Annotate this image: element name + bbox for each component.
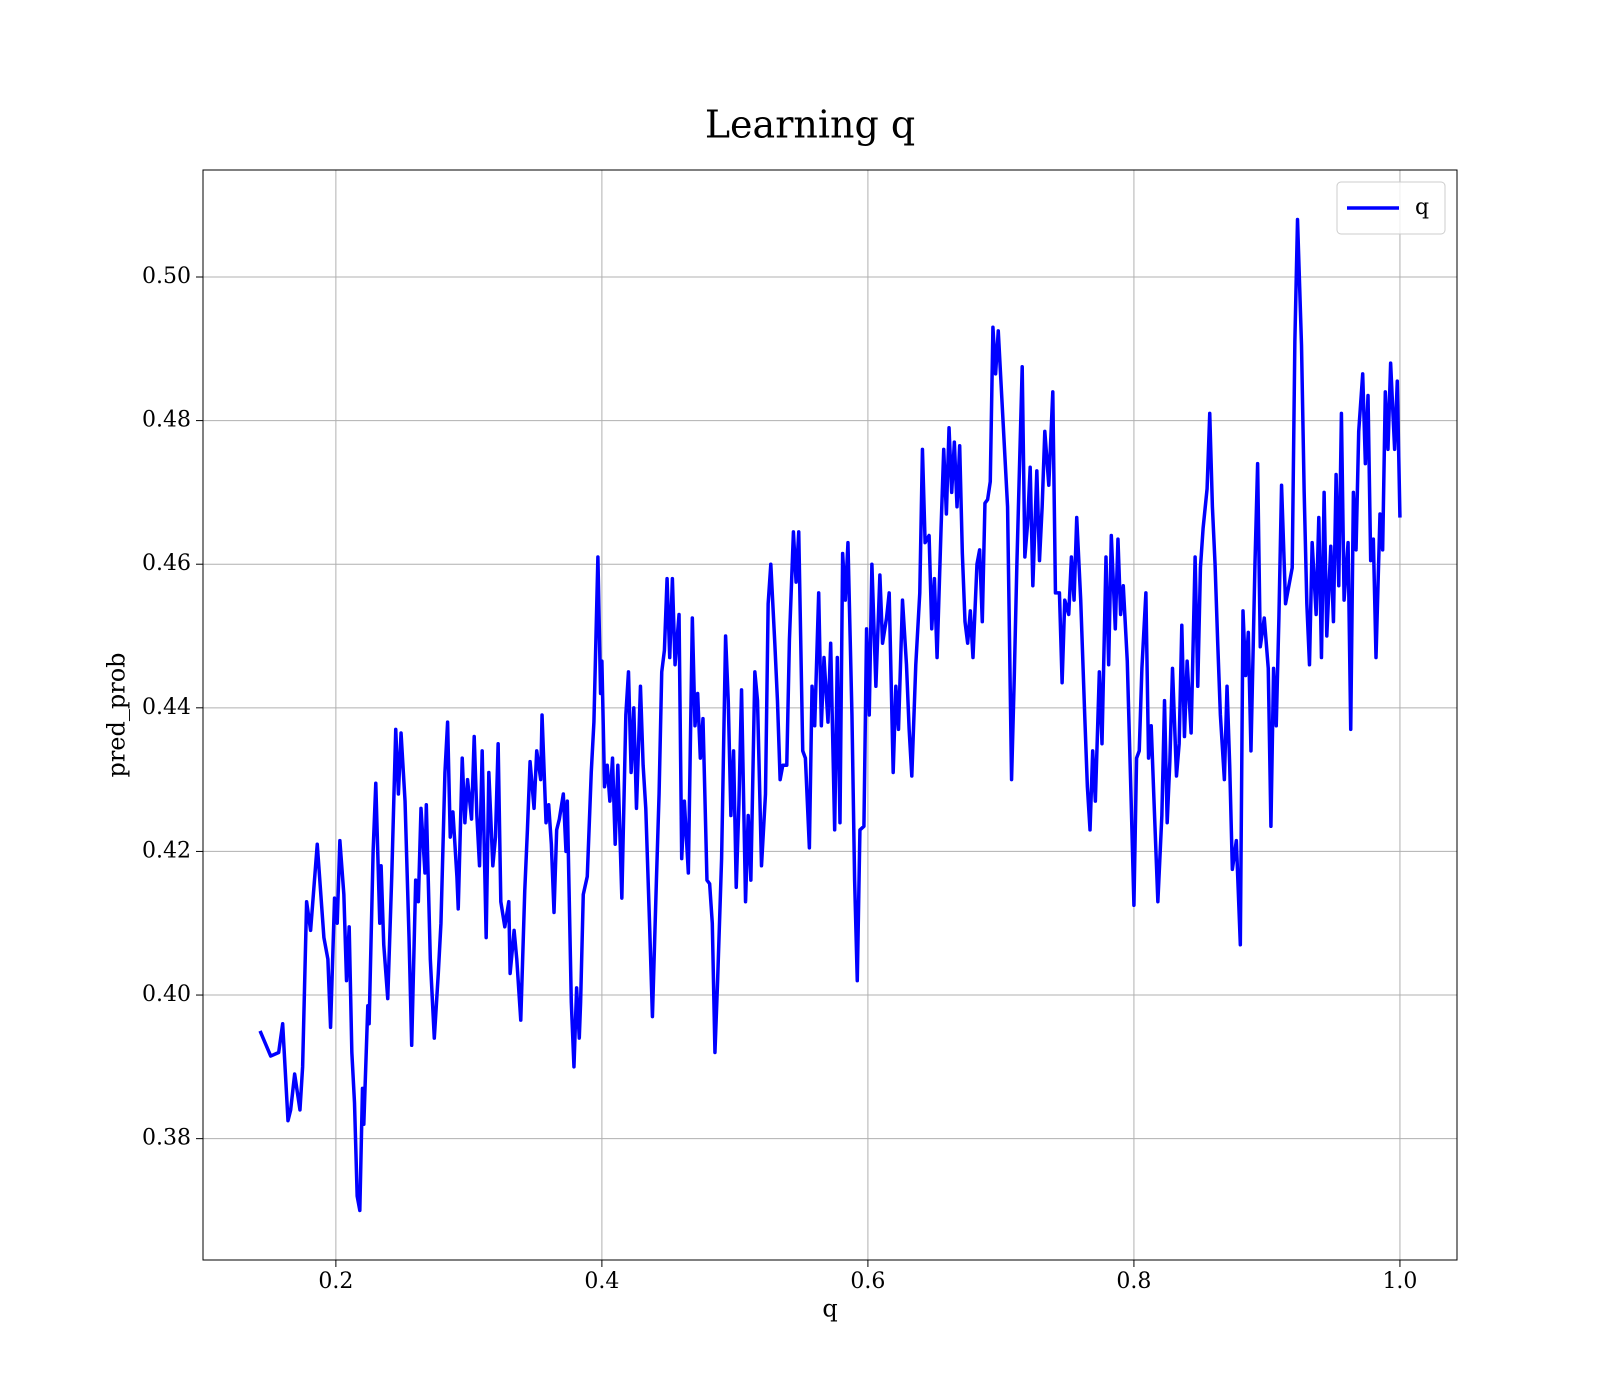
legend-label: q <box>1415 195 1429 220</box>
y-tick-label: 0.46 <box>142 551 191 576</box>
y-tick-label: 0.50 <box>142 264 191 289</box>
plot-frame <box>202 169 1458 1261</box>
y-axis-label: pred_prob <box>103 652 131 777</box>
y-tick-label: 0.42 <box>142 838 191 863</box>
y-tick-label: 0.44 <box>142 695 191 720</box>
y-tick-label: 0.48 <box>142 408 191 433</box>
x-tick-label: 0.6 <box>850 1269 885 1294</box>
chart-title: Learning q <box>705 103 915 147</box>
x-tick-label: 0.8 <box>1116 1269 1151 1294</box>
data-line <box>258 217 1402 1213</box>
x-axis-label: q <box>822 1295 837 1323</box>
y-tick-label: 0.38 <box>142 1126 191 1151</box>
x-tick-label: 0.2 <box>318 1269 353 1294</box>
x-tick-label: 1.0 <box>1382 1269 1417 1294</box>
x-tick-label: 0.4 <box>584 1269 619 1294</box>
y-tick-label: 0.40 <box>142 982 191 1007</box>
